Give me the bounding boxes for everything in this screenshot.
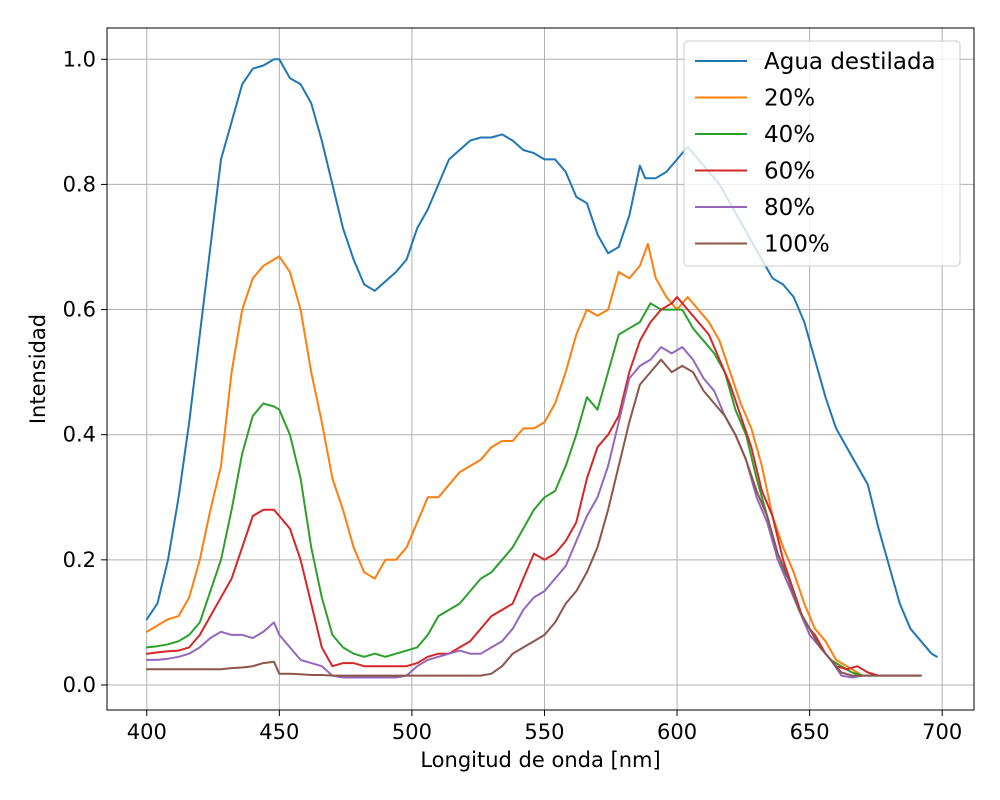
legend-label: Agua destilada bbox=[764, 49, 936, 75]
x-tick-label: 400 bbox=[127, 720, 167, 744]
x-tick-label: 650 bbox=[790, 720, 830, 744]
y-axis-label: Intensidad bbox=[26, 314, 50, 424]
plot-frame bbox=[106, 27, 975, 711]
legend-label: 20% bbox=[764, 86, 815, 112]
y-tick-label: 0.4 bbox=[63, 423, 96, 447]
x-tick-label: 550 bbox=[524, 720, 564, 744]
y-tick-label: 0.2 bbox=[63, 548, 96, 572]
legend-label: 100% bbox=[764, 232, 830, 258]
y-tick-label: 0.0 bbox=[63, 673, 96, 697]
x-tick-label: 600 bbox=[657, 720, 697, 744]
legend-box bbox=[683, 40, 961, 267]
y-tick-label: 1.0 bbox=[63, 47, 96, 71]
grid bbox=[107, 28, 974, 710]
series-line-0 bbox=[145, 58, 938, 658]
x-axis-label: Longitud de onda [nm] bbox=[420, 748, 660, 772]
series-line-3 bbox=[145, 296, 880, 677]
series-line-2 bbox=[145, 302, 864, 677]
series-line-5 bbox=[145, 358, 922, 677]
series-line-1 bbox=[145, 242, 864, 677]
x-tick-label: 700 bbox=[922, 720, 962, 744]
legend: Agua destilada 20% 40% 60% 80% 100% bbox=[683, 40, 961, 267]
y-tick-label: 0.8 bbox=[63, 172, 96, 196]
x-tick-label: 500 bbox=[392, 720, 432, 744]
axis-ticks: 400 450 500 550 600 650 700 0.0 0.2 0.4 0.6 0.8 1.0 bbox=[63, 47, 963, 744]
series-layer bbox=[145, 58, 938, 679]
x-tick-label: 450 bbox=[259, 720, 299, 744]
y-tick-label: 0.6 bbox=[63, 298, 96, 322]
legend-label: 80% bbox=[764, 195, 815, 221]
legend-label: 40% bbox=[764, 122, 815, 148]
series-line-4 bbox=[145, 346, 922, 679]
legend-label: 60% bbox=[764, 159, 815, 185]
